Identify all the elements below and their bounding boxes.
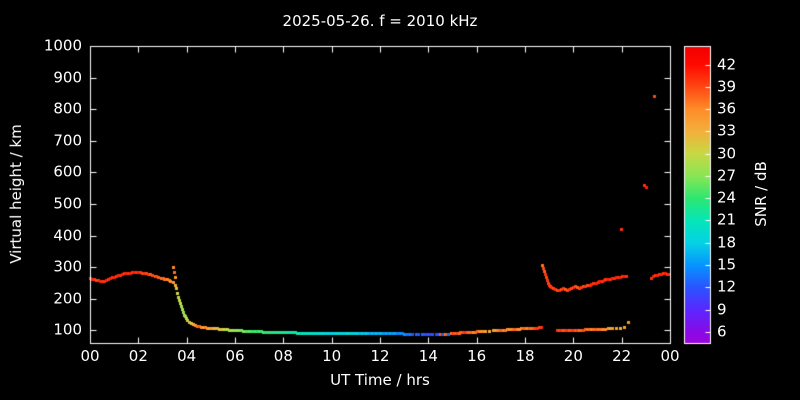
x-tick-label: 00 bbox=[660, 347, 680, 365]
y-tick-label: 600 bbox=[53, 162, 82, 181]
y-tick-label: 800 bbox=[53, 99, 82, 118]
colorbar-tick-label: 9 bbox=[717, 300, 727, 319]
colorbar-tick-label: 27 bbox=[717, 166, 737, 185]
colorbar-tick-label: 24 bbox=[717, 188, 737, 207]
x-tick-label: 12 bbox=[370, 347, 390, 365]
colorbar-tick-label: 12 bbox=[717, 277, 737, 296]
x-tick-label: 18 bbox=[515, 347, 535, 365]
x-tick-label: 00 bbox=[80, 347, 100, 365]
colorbar-tick-label: 30 bbox=[717, 144, 737, 163]
y-tick-label: 200 bbox=[53, 289, 82, 308]
x-tick-label: 04 bbox=[177, 347, 197, 365]
y-tick-label: 300 bbox=[53, 257, 82, 276]
x-tick-label: 06 bbox=[225, 347, 245, 365]
y-tick-label: 700 bbox=[53, 131, 82, 150]
x-tick-label: 20 bbox=[563, 347, 583, 365]
colorbar-tick-label: 42 bbox=[717, 55, 737, 74]
colorbar-tick-label: 39 bbox=[717, 77, 737, 96]
colorbar-tick-label: 21 bbox=[717, 210, 737, 229]
colorbar-tick-label: 18 bbox=[717, 233, 737, 252]
colorbar-tick-label: 15 bbox=[717, 255, 737, 274]
colorbar-label: SNR / dB bbox=[752, 161, 770, 227]
colorbar-tick-label: 33 bbox=[717, 121, 737, 140]
colorbar-tick-label: 6 bbox=[717, 322, 727, 341]
colorbar-tick-label: 36 bbox=[717, 99, 737, 118]
x-tick-label: 16 bbox=[467, 347, 487, 365]
y-tick-label: 100 bbox=[53, 320, 82, 339]
x-axis-label: UT Time / hrs bbox=[330, 371, 430, 389]
y-axis-label: Virtual height / km bbox=[7, 124, 25, 264]
x-tick-label: 22 bbox=[612, 347, 632, 365]
x-tick-label: 10 bbox=[322, 347, 342, 365]
y-tick-label: 1000 bbox=[43, 36, 82, 55]
x-tick-label: 02 bbox=[128, 347, 148, 365]
y-tick-label: 900 bbox=[53, 68, 82, 87]
y-tick-label: 400 bbox=[53, 226, 82, 245]
figure-title: 2025-05-26. f = 2010 kHz bbox=[282, 12, 478, 30]
x-tick-label: 08 bbox=[273, 347, 293, 365]
x-tick-label: 14 bbox=[418, 347, 438, 365]
y-tick-label: 500 bbox=[53, 194, 82, 213]
